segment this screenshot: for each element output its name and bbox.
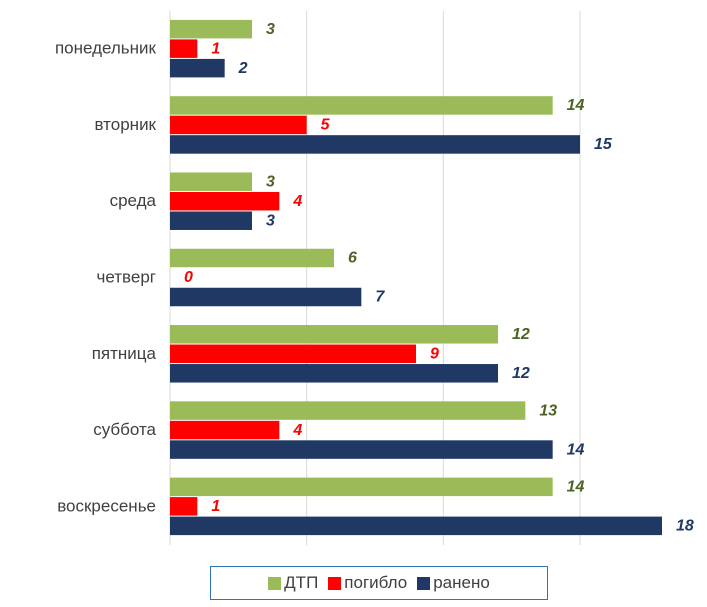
value-label: 15 xyxy=(594,136,613,153)
bar xyxy=(170,440,553,459)
bar xyxy=(170,344,416,364)
y-tick-label: вторник xyxy=(95,115,157,134)
bar xyxy=(170,19,252,39)
bar xyxy=(170,497,198,516)
bar xyxy=(170,58,225,78)
y-tick-label: четверг xyxy=(97,267,156,286)
value-label: 14 xyxy=(567,441,585,458)
value-label: 14 xyxy=(567,97,585,114)
y-tick-label: понедельник xyxy=(55,39,157,58)
bar xyxy=(170,96,553,115)
legend-item: ДТП xyxy=(268,573,318,593)
bar xyxy=(170,211,252,230)
value-label: 12 xyxy=(512,326,530,343)
legend-item: погибло xyxy=(328,573,407,593)
plot: понедельник312вторник14515среда343четвер… xyxy=(55,11,694,545)
bar xyxy=(170,401,526,420)
value-label: 4 xyxy=(292,422,302,439)
value-label: 18 xyxy=(676,518,694,535)
bar xyxy=(170,325,498,344)
bar xyxy=(170,516,662,536)
y-tick-label: суббота xyxy=(93,420,156,439)
bar xyxy=(170,172,252,191)
legend-swatch xyxy=(268,576,282,590)
legend-label: ДТП xyxy=(284,573,319,592)
bar xyxy=(170,135,580,154)
legend: ДТП погибло ранено xyxy=(210,566,548,600)
bar xyxy=(170,287,362,307)
value-label: 9 xyxy=(430,346,439,363)
value-label: 3 xyxy=(266,212,275,229)
value-label: 1 xyxy=(211,498,220,515)
value-label: 3 xyxy=(266,21,275,38)
value-label: 1 xyxy=(211,40,220,57)
y-tick-label: пятница xyxy=(92,344,157,363)
value-label: 5 xyxy=(321,117,331,134)
value-label: 12 xyxy=(512,365,530,382)
value-label: 3 xyxy=(266,173,275,190)
bar xyxy=(170,191,280,211)
value-label: 14 xyxy=(567,479,585,496)
bar xyxy=(170,115,307,135)
legend-swatch xyxy=(328,576,342,590)
bar xyxy=(170,364,498,383)
legend-label: ранено xyxy=(433,573,490,592)
value-label: 13 xyxy=(539,402,557,419)
legend-swatch xyxy=(417,576,431,590)
bar xyxy=(170,477,553,497)
value-label: 6 xyxy=(348,250,357,267)
bar xyxy=(170,420,280,440)
value-label: 2 xyxy=(238,60,248,77)
value-label: 0 xyxy=(184,269,193,286)
bar xyxy=(170,39,198,58)
legend-label: погибло xyxy=(344,573,408,592)
legend-item: ранено xyxy=(417,573,490,593)
value-label: 4 xyxy=(292,193,302,210)
value-label: 7 xyxy=(375,289,385,306)
y-tick-label: среда xyxy=(110,191,157,210)
bar xyxy=(170,248,334,268)
y-tick-label: воскресенье xyxy=(57,496,156,515)
